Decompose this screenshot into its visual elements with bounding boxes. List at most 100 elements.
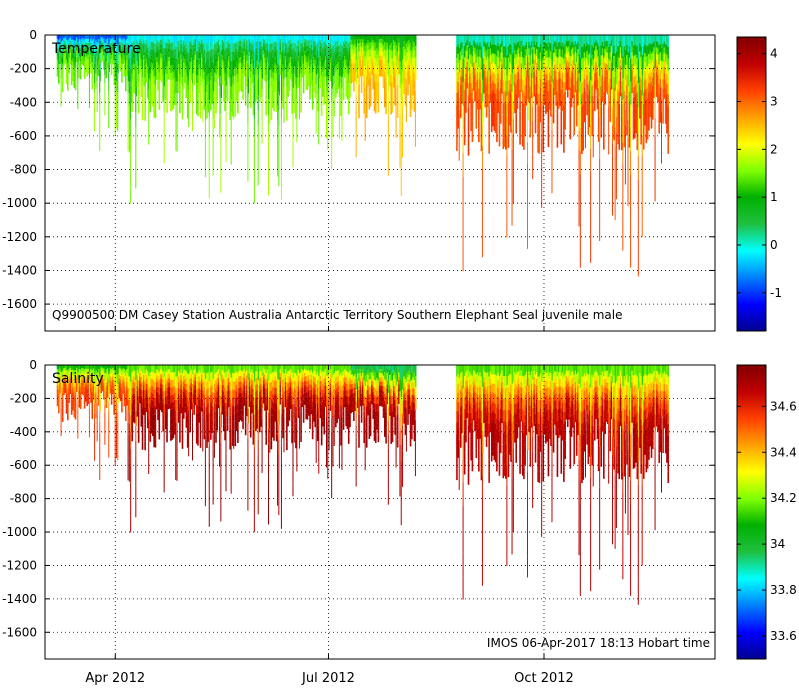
profile-segment (106, 51, 109, 55)
profile-segment (512, 169, 514, 187)
profile-segment (609, 104, 612, 114)
profile-segment (283, 78, 285, 88)
profile-segment (195, 74, 198, 83)
profile-segment (248, 35, 251, 40)
profile-segment (126, 55, 128, 60)
profile-segment (73, 71, 76, 78)
profile-segment (87, 42, 90, 47)
colorbar-tick-label: 4 (770, 47, 778, 61)
profile-segment (176, 35, 179, 47)
profile-segment (292, 114, 294, 128)
profile-segment (158, 79, 161, 88)
profile-segment (81, 55, 83, 59)
profile-segment (163, 60, 166, 74)
profile-segment (99, 58, 101, 70)
profile-column (132, 35, 135, 93)
profile-segment (104, 83, 106, 92)
profile-segment (122, 46, 125, 50)
profile-segment (168, 65, 171, 71)
profile-segment (144, 35, 146, 44)
profile-segment (592, 145, 594, 158)
profile-segment (58, 78, 60, 84)
profile-segment (77, 42, 79, 50)
profile-segment (58, 69, 60, 74)
profile-segment (90, 38, 92, 43)
profile-segment (175, 139, 177, 151)
profile-segment (242, 47, 244, 55)
profile-segment (265, 83, 268, 92)
profile-segment (118, 61, 121, 66)
profile-segment (83, 65, 86, 71)
profile-segment (315, 84, 317, 95)
profile-segment (212, 91, 214, 106)
profile-segment (96, 96, 98, 105)
profile-segment (203, 57, 206, 65)
profile-segment (119, 67, 122, 72)
profile-segment (180, 73, 183, 79)
profile-column (61, 35, 64, 93)
profile-segment (125, 35, 127, 41)
profile-segment (197, 108, 199, 117)
profile-segment (360, 81, 363, 88)
profile-segment (123, 68, 126, 73)
profile-segment (270, 60, 273, 69)
profile-segment (252, 43, 255, 52)
profile-segment (395, 117, 397, 128)
profile-segment (153, 35, 155, 44)
temperature-panel: 0-200-400-600-800-1000-1200-1400-1600 Te… (2, 28, 782, 332)
profile-segment (213, 109, 215, 120)
profile-segment (119, 45, 122, 50)
profile-segment (155, 70, 158, 76)
profile-segment (247, 49, 250, 65)
profile-segment (168, 43, 171, 49)
profile-column (257, 35, 260, 186)
profile-column (143, 35, 145, 86)
profile-segment (123, 39, 126, 44)
profile-segment (342, 80, 345, 88)
profile-segment (261, 132, 263, 144)
profile-segment (261, 56, 264, 68)
profile-segment (185, 60, 188, 67)
profile-segment (146, 60, 149, 67)
profile-segment (242, 86, 244, 94)
profile-segment (226, 35, 229, 42)
profile-segment (234, 35, 237, 44)
profile-segment (70, 60, 73, 66)
profile-segment (292, 154, 294, 168)
profile-segment (197, 43, 199, 52)
profile-segment (273, 103, 275, 112)
profile-segment (273, 42, 275, 51)
profile-segment (278, 95, 280, 111)
profile-segment (262, 42, 265, 47)
profile-segment (182, 78, 185, 84)
profile-segment (92, 52, 95, 56)
profile-column (72, 35, 74, 81)
profile-segment (333, 75, 335, 84)
profile-column (265, 35, 268, 116)
profile-segment (355, 96, 357, 109)
profile-segment (204, 120, 206, 135)
profile-segment (176, 116, 178, 129)
profile-column (119, 35, 122, 72)
profile-segment (204, 49, 207, 64)
profile-segment (204, 91, 206, 107)
profile-segment (266, 53, 269, 58)
profile-segment (298, 77, 300, 86)
profile-segment (233, 94, 235, 103)
profile-segment (599, 199, 601, 221)
profile-segment (222, 81, 225, 89)
profile-segment (235, 61, 238, 69)
profile-segment (248, 43, 251, 48)
profile-segment (76, 59, 78, 63)
profile-segment (274, 80, 277, 87)
profile-segment (128, 128, 130, 141)
profile-segment (168, 48, 171, 53)
profile-segment (224, 103, 226, 111)
profile-segment (76, 43, 78, 46)
profile-column (136, 35, 139, 88)
profile-segment (194, 63, 197, 68)
profile-segment (60, 49, 63, 57)
profile-segment (82, 59, 85, 63)
profile-segment (149, 96, 152, 105)
profile-segment (149, 81, 152, 90)
